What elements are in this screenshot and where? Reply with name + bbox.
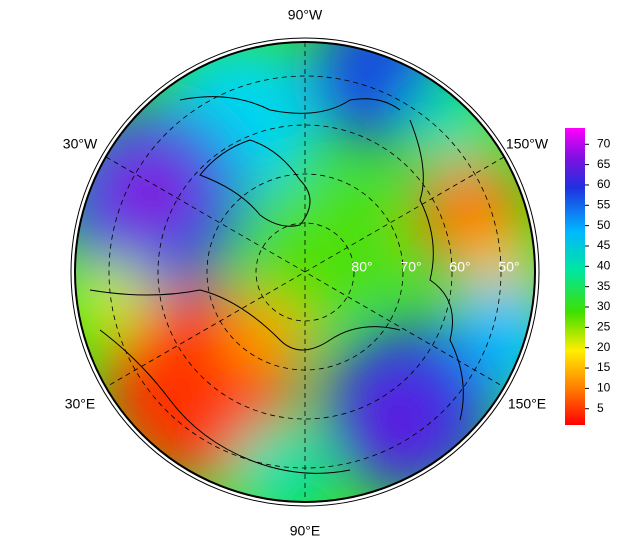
colorbar-tick-label: 35 [597,279,611,293]
longitude-label: 90°W [288,7,323,23]
colorbar-tick-label: 30 [597,299,611,313]
graticule [105,42,505,502]
colorbar-tick-label: 10 [597,381,611,395]
colorbar-tick-label: 45 [597,238,611,252]
colorbar-tick-label: 50 [597,218,611,232]
latitude-label: 70° [400,259,421,275]
latitude-label: 60° [449,259,470,275]
latitude-label: 50° [498,259,519,275]
map-border-outer [70,37,540,507]
longitude-label: 30°W [63,136,98,152]
longitude-label: 150°W [506,136,549,152]
colorbar-tick-label: 25 [597,320,611,334]
longitude-label: 90°E [290,523,321,539]
colorbar-tick-label: 65 [597,157,611,171]
latitude-label: 80° [351,259,372,275]
colorbar-tick-label: 15 [597,360,611,374]
colorbar-tick-label: 55 [597,197,611,211]
longitude-label: 150°E [508,396,546,412]
colorbar-tick-label: 60 [597,177,611,191]
colorbar-tick-label: 40 [597,259,611,273]
colorbar-tick-label: 5 [597,401,604,415]
map-border [74,41,536,503]
colorbar [565,128,585,425]
longitude-label: 30°E [65,396,96,412]
colorbar-tick-label: 20 [597,340,611,354]
colorbar-tick-label: 70 [597,136,611,150]
field [75,42,535,502]
